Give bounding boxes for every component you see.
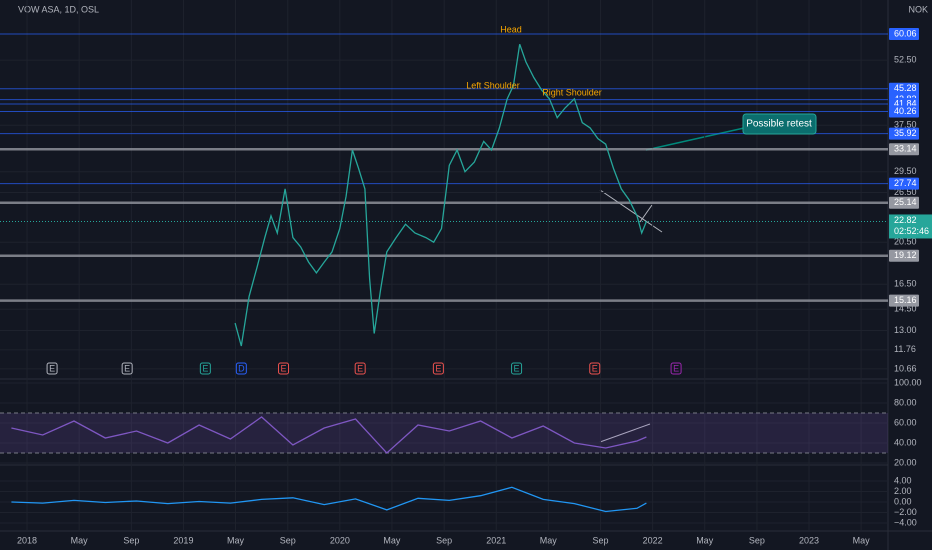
level-label-box xyxy=(889,249,919,262)
y-tick-label: −2.00 xyxy=(894,507,917,517)
level-label: 15.16 xyxy=(894,295,917,305)
event-marker xyxy=(511,362,523,375)
divergence-line xyxy=(599,423,651,443)
y-tick-label: 26.50 xyxy=(894,187,917,197)
y-tick-label: 37.50 xyxy=(894,120,917,130)
currency: NOK xyxy=(908,4,928,14)
countdown: 02:52:46 xyxy=(894,226,929,236)
event-label: E xyxy=(592,363,598,373)
y-tick-label: 29.50 xyxy=(894,166,917,176)
x-tick-label: May xyxy=(540,535,558,545)
event-marker xyxy=(121,362,133,375)
y-tick-label: 20.50 xyxy=(894,237,917,247)
y-tick-label: 100.00 xyxy=(894,377,922,387)
y-tick-label: 52.50 xyxy=(894,54,917,64)
price-line xyxy=(234,43,648,347)
level-label: 40.26 xyxy=(894,106,917,116)
event-label: D xyxy=(238,363,245,373)
callout-box xyxy=(742,113,817,135)
event-marker xyxy=(432,362,444,375)
y-tick-label: 11.76 xyxy=(894,344,916,354)
current-price: 22.82 xyxy=(894,215,917,225)
wedge-line xyxy=(639,204,653,223)
annotation: Possible retest xyxy=(746,119,812,130)
event-label: E xyxy=(514,363,520,373)
event-marker xyxy=(589,362,601,375)
wedge-line xyxy=(599,189,663,233)
level-label-box xyxy=(889,82,919,95)
event-label: E xyxy=(673,363,679,373)
event-label: E xyxy=(435,363,441,373)
level-label: 19.12 xyxy=(894,250,917,260)
annotation: Right Shoulder xyxy=(542,87,602,97)
y-tick-label: 40.00 xyxy=(894,437,917,447)
y-tick-label: 13.00 xyxy=(894,325,917,335)
x-tick-label: May xyxy=(696,535,714,545)
y-tick-label: 10.66 xyxy=(894,363,917,373)
y-tick-label: 20.00 xyxy=(894,457,917,467)
level-label-box xyxy=(889,28,919,41)
y-tick-label: 4.00 xyxy=(894,475,912,485)
event-marker xyxy=(235,362,247,375)
event-label: E xyxy=(202,363,208,373)
event-marker xyxy=(670,362,682,375)
x-tick-label: Sep xyxy=(123,535,139,545)
y-tick-label: 0.00 xyxy=(894,496,912,506)
symbol-title: VOW ASA, 1D, OSL xyxy=(18,4,99,14)
y-tick-label: 14.50 xyxy=(894,304,917,314)
level-label: 60.06 xyxy=(894,28,917,38)
y-tick-label: 60.00 xyxy=(894,417,917,427)
macd-line xyxy=(11,486,647,513)
event-label: E xyxy=(357,363,363,373)
event-label: E xyxy=(281,363,287,373)
event-label: E xyxy=(49,363,55,373)
level-label-box xyxy=(889,105,919,118)
x-tick-label: May xyxy=(383,535,401,545)
x-tick-label: May xyxy=(71,535,89,545)
event-marker xyxy=(354,362,366,375)
x-tick-label: Sep xyxy=(749,535,765,545)
event-marker xyxy=(46,362,58,375)
event-label: E xyxy=(124,363,130,373)
x-tick-label: 2022 xyxy=(643,535,663,545)
x-tick-label: 2018 xyxy=(17,535,37,545)
level-label: 35.92 xyxy=(894,128,917,138)
rsi-band xyxy=(0,413,888,453)
rsi-line xyxy=(11,416,647,454)
level-label-box xyxy=(889,143,919,156)
level-label: 33.14 xyxy=(894,144,917,154)
x-tick-label: Sep xyxy=(593,535,609,545)
annotation: Head xyxy=(500,24,522,34)
level-label: 41.84 xyxy=(894,98,917,108)
level-label: 27.74 xyxy=(894,178,917,188)
x-tick-label: 2021 xyxy=(486,535,506,545)
y-tick-label: 16.50 xyxy=(894,279,917,289)
x-tick-label: Sep xyxy=(436,535,452,545)
level-label-box xyxy=(889,294,919,307)
y-tick-label: 80.00 xyxy=(894,397,917,407)
y-tick-label: −4.00 xyxy=(894,517,917,527)
level-label-box xyxy=(889,127,919,140)
level-label-box xyxy=(889,196,919,209)
x-tick-label: May xyxy=(227,535,245,545)
level-label: 25.14 xyxy=(894,197,917,207)
y-tick-label: 2.00 xyxy=(894,486,912,496)
retest-line xyxy=(645,127,745,151)
x-tick-label: Sep xyxy=(280,535,296,545)
x-tick-label: 2020 xyxy=(330,535,350,545)
x-tick-label: 2019 xyxy=(173,535,193,545)
level-label: 45.28 xyxy=(894,83,917,93)
x-tick-label: 2023 xyxy=(799,535,819,545)
level-label-box xyxy=(889,177,919,190)
event-marker xyxy=(278,362,290,375)
x-tick-label: May xyxy=(853,535,871,545)
current-box xyxy=(889,214,932,239)
event-marker xyxy=(199,362,211,375)
annotation: Left Shoulder xyxy=(466,80,520,90)
